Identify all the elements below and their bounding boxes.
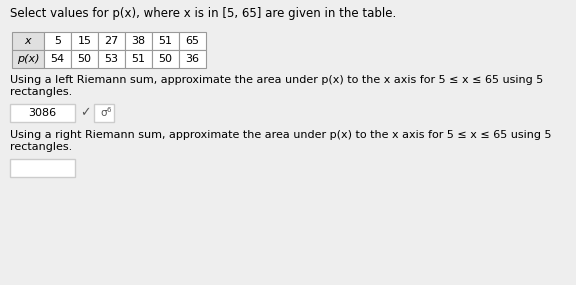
Bar [12,32,44,50]
Bar [71,32,98,50]
Bar [94,104,114,122]
Bar [152,50,179,68]
Text: ✓: ✓ [80,107,90,119]
Bar [98,32,125,50]
Text: rectangles.: rectangles. [10,87,72,97]
Bar [125,50,152,68]
Text: Select values for p(x), where x is in [5, 65] are given in the table.: Select values for p(x), where x is in [5… [10,7,396,20]
Bar [98,50,125,68]
Text: 36: 36 [185,54,199,64]
Bar [179,50,206,68]
Text: p(x): p(x) [17,54,39,64]
Bar [152,32,179,50]
Bar [179,32,206,50]
Text: 51: 51 [131,54,146,64]
Text: 5: 5 [54,36,61,46]
Text: rectangles.: rectangles. [10,142,72,152]
Text: 50: 50 [78,54,92,64]
Text: x: x [25,36,31,46]
Text: 50: 50 [158,54,172,64]
Bar [12,50,44,68]
Bar [44,32,71,50]
Bar [44,50,71,68]
Text: 27: 27 [104,36,119,46]
Text: 3086: 3086 [28,108,56,118]
Text: 6: 6 [107,107,111,113]
Text: 65: 65 [185,36,199,46]
Text: Using a right Riemann sum, approximate the area under p(x) to the x axis for 5 ≤: Using a right Riemann sum, approximate t… [10,130,551,140]
Text: 54: 54 [51,54,65,64]
Text: 38: 38 [131,36,146,46]
Text: Using a left Riemann sum, approximate the area under p(x) to the x axis for 5 ≤ : Using a left Riemann sum, approximate th… [10,75,543,85]
Text: 15: 15 [78,36,92,46]
Bar [10,104,75,122]
Text: 51: 51 [158,36,172,46]
Bar [125,32,152,50]
Text: 53: 53 [104,54,119,64]
Bar [71,50,98,68]
Bar [10,159,75,177]
Text: σ: σ [101,108,107,118]
